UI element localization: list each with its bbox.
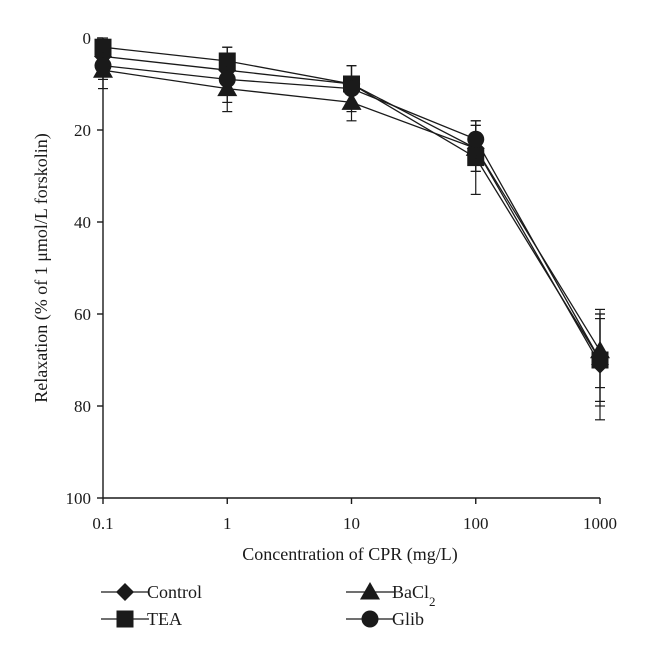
y-tick-label: 20 (74, 121, 91, 140)
legend-item-bacl: BaCl2 (346, 582, 436, 609)
data-point-glib (591, 351, 609, 369)
legend-item-tea: TEA (101, 609, 182, 629)
legend-marker (361, 610, 379, 628)
axes (97, 37, 601, 504)
x-tick-label: 1000 (583, 514, 617, 533)
legend-label: Control (147, 582, 202, 602)
legend-label: BaCl2 (392, 582, 436, 609)
y-axis-label: Relaxation (% of 1 μmol/L forskolin) (31, 133, 52, 402)
data-point-glib (343, 80, 360, 98)
legend-item-glib: Glib (346, 609, 424, 629)
legend-marker (116, 583, 134, 601)
legend-marker (116, 610, 134, 628)
data-point-glib (467, 130, 485, 148)
y-tick-label: 80 (74, 397, 91, 416)
y-tick-label: 100 (66, 489, 92, 508)
legend-label-subscript: 2 (429, 594, 436, 609)
legend-label: Glib (392, 609, 424, 629)
series-group (93, 37, 610, 421)
legend-item-control: Control (101, 582, 202, 602)
x-tick-label: 100 (463, 514, 489, 533)
x-axis-label: Concentration of CPR (mg/L) (242, 544, 457, 565)
x-tick-label: 10 (343, 514, 360, 533)
series-glib (94, 51, 609, 407)
y-tick-label: 40 (74, 213, 91, 232)
x-tick-label: 0.1 (92, 514, 113, 533)
y-tick-label: 60 (74, 305, 91, 324)
legend-marker (360, 582, 380, 600)
y-tick-label: 0 (83, 29, 92, 48)
data-point-glib (94, 57, 112, 75)
x-tick-label: 1 (223, 514, 232, 533)
legend-label: TEA (147, 609, 182, 629)
data-point-glib (218, 70, 236, 88)
